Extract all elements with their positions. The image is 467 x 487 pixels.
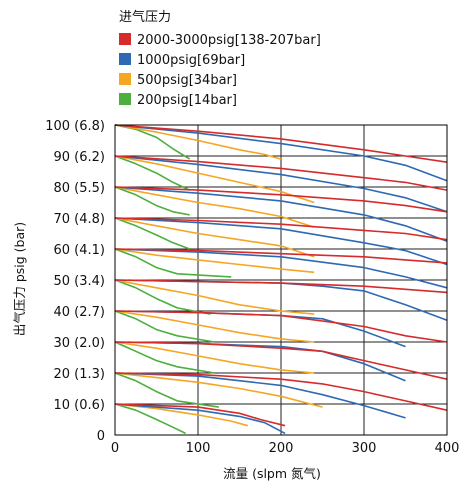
legend-swatch	[119, 53, 131, 65]
legend-label: 2000-3000psig[138-207bar]	[137, 33, 321, 48]
series-line	[114, 124, 448, 163]
x-tick-label: 200	[269, 441, 294, 456]
series-line	[114, 372, 219, 408]
series-line	[114, 217, 190, 250]
series-line	[114, 124, 282, 160]
series-line	[114, 155, 315, 204]
series-line	[114, 217, 315, 258]
series-line	[114, 341, 315, 374]
series-line	[114, 341, 215, 374]
series-line	[114, 279, 211, 315]
legend-label: 200psig[14bar]	[137, 93, 237, 108]
y-axis-label: 出气压力 psig (bar)	[12, 222, 27, 336]
y-tick-label: 10 (0.6)	[54, 398, 106, 413]
y-tick-label: 40 (2.7)	[54, 305, 106, 320]
series-line	[114, 403, 286, 435]
legend-title: 进气压力	[119, 9, 171, 25]
series-line	[114, 217, 448, 241]
series-line	[114, 310, 315, 343]
y-tick-label: 70 (4.8)	[54, 212, 106, 227]
legend-swatch	[119, 93, 131, 105]
series-line	[114, 248, 232, 278]
series-line	[114, 403, 286, 427]
y-tick-label: 80 (5.5)	[54, 181, 106, 196]
legend-swatch	[119, 73, 131, 85]
series-line	[114, 155, 448, 213]
legend-label: 500psig[34bar]	[137, 73, 237, 88]
series-line	[114, 124, 448, 182]
series-line	[114, 372, 323, 408]
y-tick-label: 0	[97, 429, 105, 444]
series-line	[114, 248, 448, 289]
series-line	[114, 341, 448, 380]
series-line	[114, 186, 190, 216]
series-line	[114, 186, 448, 243]
series-line	[114, 248, 315, 274]
series-line	[114, 155, 191, 191]
series-line	[114, 372, 448, 411]
y-tick-label: 30 (2.0)	[54, 336, 106, 351]
series-line	[114, 217, 448, 266]
series-line	[114, 186, 448, 213]
x-tick-label: 400	[435, 441, 460, 456]
series-line	[114, 248, 448, 264]
series-line	[114, 310, 406, 348]
x-tick-label: 100	[186, 441, 211, 456]
series-line	[114, 155, 448, 191]
x-tick-label: 300	[352, 441, 377, 456]
series-line	[114, 403, 186, 435]
y-tick-label: 50 (3.4)	[54, 274, 106, 289]
x-tick-labels: 0 100 200 300 400	[111, 441, 460, 456]
y-tick-label: 20 (1.3)	[54, 367, 106, 382]
y-tick-labels: 0 10 (0.6) 20 (1.3) 30 (2.0) 40 (2.7) 50 (3.4…	[45, 119, 105, 444]
y-tick-label: 60 (4.1)	[54, 243, 106, 258]
legend: 进气压力 2000-3000psig[138-207bar] 1000psig[6…	[119, 9, 321, 108]
series-layer	[114, 124, 448, 435]
y-tick-label: 90 (6.2)	[54, 150, 106, 165]
series-line	[114, 186, 315, 229]
series-line	[114, 310, 448, 343]
y-tick-label: 100 (6.8)	[45, 119, 105, 134]
series-line	[114, 310, 215, 343]
plot-frame	[114, 124, 448, 436]
series-line	[114, 279, 448, 294]
grid	[114, 124, 448, 436]
x-tick-label: 0	[111, 441, 119, 456]
legend-label: 1000psig[69bar]	[137, 53, 245, 68]
series-line	[114, 279, 315, 315]
series-line	[114, 372, 406, 419]
legend-swatch	[119, 33, 131, 45]
series-line	[114, 403, 249, 427]
x-axis-label: 流量 (slpm 氮气)	[223, 466, 321, 481]
